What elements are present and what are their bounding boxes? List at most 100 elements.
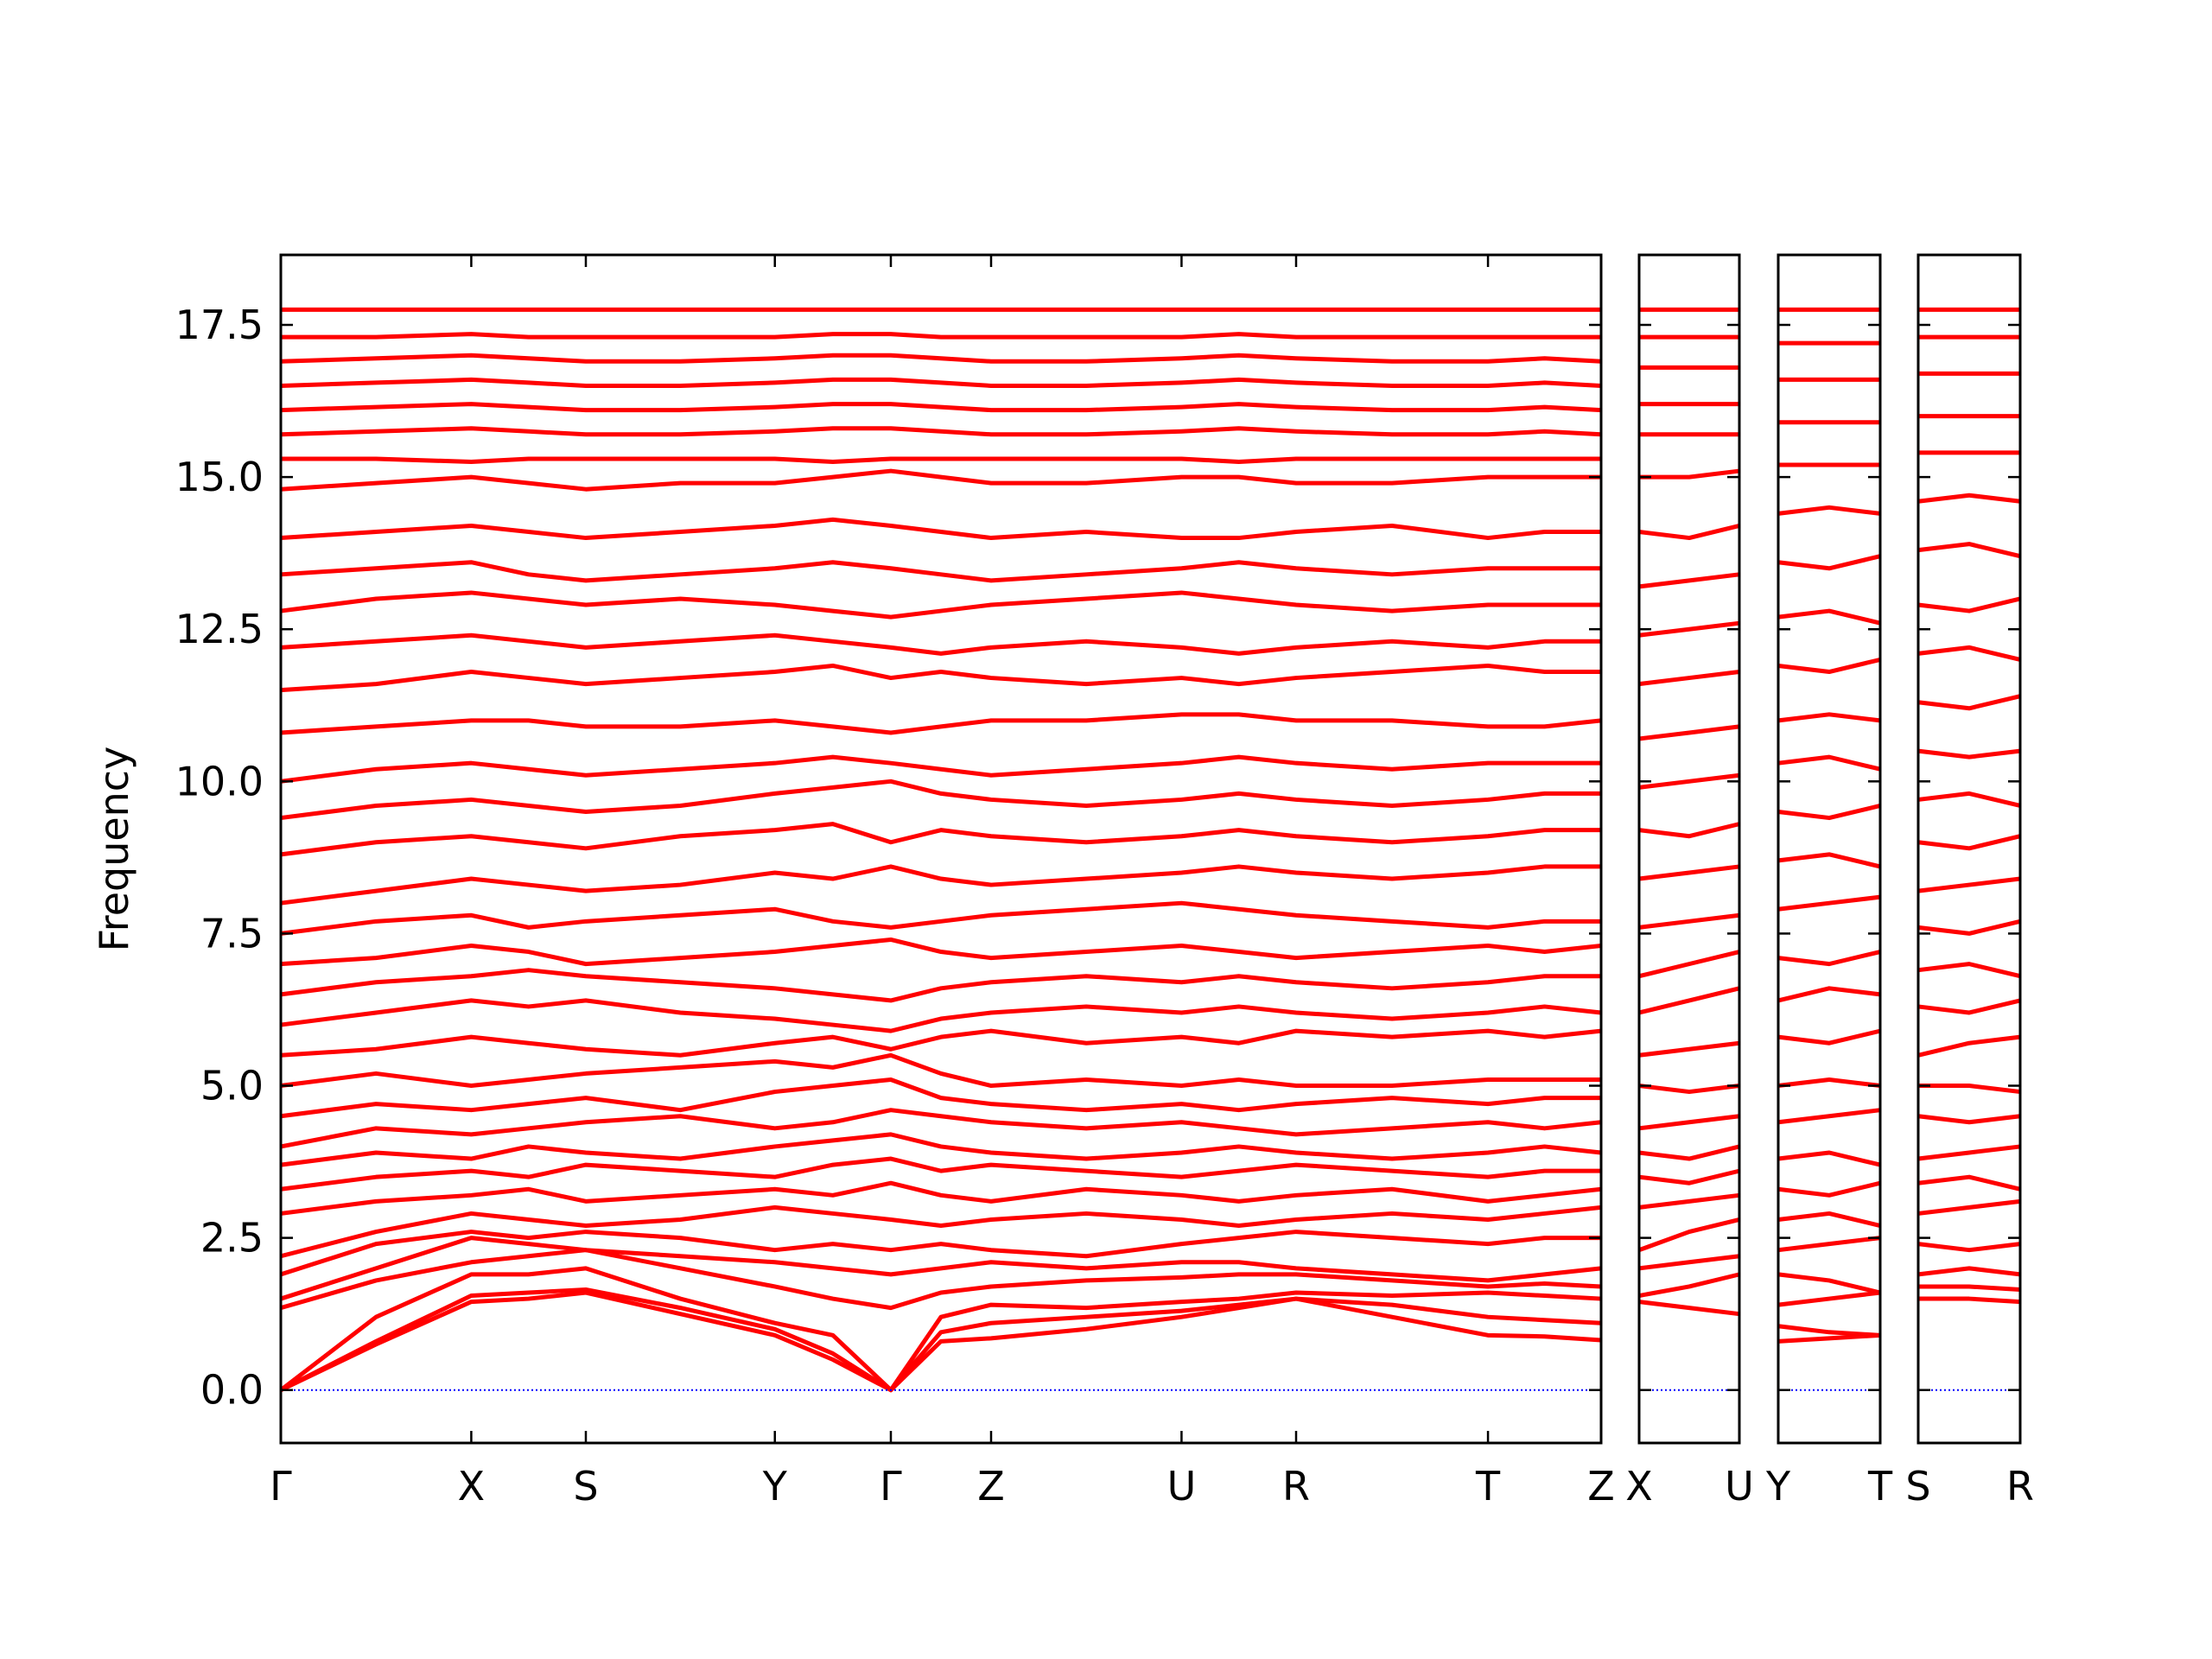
y-tick-label: 2.5	[200, 1215, 264, 1262]
y-tick-label: 0.0	[200, 1367, 264, 1414]
band-line	[1777, 1290, 1881, 1307]
band-line	[1638, 670, 1740, 687]
x-tick-label: X	[458, 1463, 486, 1510]
x-tick-label: Γ	[880, 1463, 902, 1510]
y-tick-label: 17.5	[175, 302, 264, 348]
x-tick-label: T	[1475, 1463, 1501, 1510]
band-line	[1777, 754, 1881, 772]
band-line	[1638, 1114, 1740, 1131]
band-line	[1777, 1180, 1881, 1198]
band-line	[1777, 1236, 1881, 1253]
band-line	[280, 590, 1601, 620]
band-line	[1777, 608, 1881, 626]
y-tick-label: 7.5	[200, 910, 264, 957]
band-line	[1638, 724, 1740, 741]
band-line	[281, 456, 1601, 464]
band-line	[280, 560, 1601, 583]
band-line	[280, 998, 1602, 1033]
x-tick-label: S	[573, 1463, 598, 1510]
panel-frame	[1916, 253, 2022, 1445]
band-line	[280, 900, 1601, 936]
band-line	[1777, 1272, 1881, 1295]
band-line	[1917, 998, 2021, 1015]
band-line	[1638, 1272, 1740, 1298]
band-line	[1917, 645, 2021, 662]
band-line	[1917, 834, 2021, 851]
band-line	[1777, 1211, 1881, 1228]
band-line	[1777, 554, 1881, 571]
band-line	[1917, 493, 2021, 504]
band-line	[1917, 1114, 2021, 1125]
band-line	[280, 1108, 1602, 1149]
band-line	[1638, 1084, 1740, 1095]
band-line	[1918, 1084, 2021, 1095]
band-line	[1638, 912, 1740, 930]
band-line	[1917, 694, 2021, 711]
band-line	[1777, 1108, 1881, 1125]
band-line	[1917, 918, 2021, 936]
x-tick-label: Y	[762, 1463, 788, 1510]
band-line	[279, 1290, 1602, 1393]
band-line	[1638, 1254, 1740, 1271]
band-line	[1917, 876, 2021, 893]
band-line	[280, 663, 1601, 693]
band-line	[1777, 986, 1881, 1003]
x-tick-label: Z	[977, 1463, 1005, 1510]
band-line	[1917, 1144, 2021, 1161]
band-line	[1638, 572, 1740, 589]
band-line	[1638, 1300, 1740, 1317]
band-line	[1638, 822, 1740, 839]
band-line	[280, 426, 1602, 437]
band-line	[1639, 468, 1740, 480]
band-line	[280, 1156, 1601, 1192]
panel-frame	[279, 253, 1603, 1445]
x-tick-label: Z	[1587, 1463, 1615, 1510]
band-line	[1917, 596, 2021, 613]
band-line	[1638, 620, 1740, 638]
x-tick-label: U	[1725, 1463, 1754, 1510]
band-line	[1917, 748, 2021, 760]
band-line	[280, 779, 1601, 821]
panel-frame	[1777, 253, 1882, 1445]
band-line	[1777, 505, 1881, 516]
band-line	[279, 1287, 1602, 1393]
band-line	[1918, 1284, 2021, 1292]
band-line	[280, 864, 1601, 906]
band-line	[280, 1028, 1602, 1058]
band-line	[280, 822, 1601, 857]
band-line	[280, 1180, 1602, 1216]
y-tick-label: 12.5	[175, 606, 264, 652]
band-line	[280, 402, 1602, 413]
band-line	[1638, 986, 1740, 1015]
panel-frame	[1637, 253, 1741, 1445]
band-line	[1917, 962, 2021, 979]
band-line	[280, 754, 1601, 784]
x-tick-label: U	[1167, 1463, 1197, 1510]
band-line	[1777, 804, 1881, 821]
x-tick-label: T	[1867, 1463, 1893, 1510]
x-tick-label: R	[1282, 1463, 1310, 1510]
band-line	[280, 517, 1601, 541]
band-line	[1777, 894, 1881, 912]
band-line	[280, 353, 1602, 364]
band-line	[1777, 657, 1881, 675]
band-line	[1917, 1198, 2021, 1216]
y-tick-label: 10.0	[175, 758, 264, 804]
band-line	[1918, 1296, 2021, 1305]
band-line	[1777, 1028, 1881, 1046]
band-line	[280, 1230, 1601, 1277]
band-line	[280, 377, 1602, 388]
band-line	[1917, 1174, 2021, 1192]
band-line	[1777, 950, 1881, 967]
band-line	[280, 1205, 1602, 1259]
band-line	[1638, 1144, 1740, 1161]
band-line	[1638, 864, 1740, 881]
band-line	[279, 1266, 1602, 1393]
x-tick-label: X	[1625, 1463, 1653, 1510]
band-line	[280, 1052, 1601, 1089]
band-line	[1638, 1168, 1740, 1185]
band-line	[1777, 852, 1881, 869]
x-tick-label: Γ	[270, 1463, 292, 1510]
